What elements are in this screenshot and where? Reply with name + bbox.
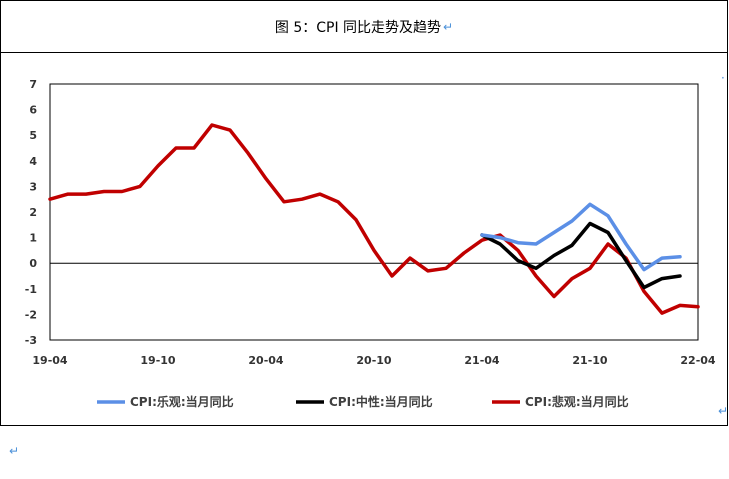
y-tick-label: 7 — [29, 78, 37, 91]
x-tick-label: 21-04 — [464, 354, 500, 367]
y-tick-label: 3 — [29, 180, 37, 193]
plot-area — [49, 83, 699, 341]
legend-label: CPI:中性:当月同比 — [329, 394, 433, 409]
y-tick-label: 4 — [29, 155, 37, 168]
y-tick-label: 1 — [29, 232, 37, 245]
x-tick-label: 20-10 — [356, 354, 392, 367]
figure-title: 图 5：CPI 同比走势及趋势 — [274, 19, 442, 36]
y-tick-label: -3 — [25, 334, 37, 347]
return-mark-bottom: ↵ — [9, 444, 20, 458]
return-mark-right: ↵ — [718, 404, 729, 418]
figure-frame: 图 5：CPI 同比走势及趋势 ↵ — [0, 0, 728, 426]
x-tick-label: 19-04 — [32, 354, 68, 367]
y-tick-label: -1 — [25, 283, 37, 296]
figure-title-row: 图 5：CPI 同比走势及趋势 ↵ — [1, 1, 727, 53]
x-tick-label: 19-10 — [140, 354, 176, 367]
y-tick-label: 2 — [29, 206, 37, 219]
x-tick-label: 22-04 — [680, 354, 716, 367]
series-line — [480, 221, 682, 290]
y-tick-label: -2 — [25, 308, 37, 321]
series-line — [48, 123, 700, 315]
y-tick-label: 0 — [29, 257, 37, 270]
return-mark: ↵ — [443, 19, 454, 34]
edge-mark-top: · — [721, 71, 725, 85]
y-tick-label: 5 — [29, 129, 37, 142]
y-tick-label: 6 — [29, 104, 37, 117]
x-tick-label: 21-10 — [572, 354, 608, 367]
series-line — [480, 202, 682, 272]
legend-label: CPI:悲观:当月同比 — [525, 394, 629, 409]
x-tick-label: 20-04 — [248, 354, 284, 367]
legend-label: CPI:乐观:当月同比 — [130, 394, 234, 409]
